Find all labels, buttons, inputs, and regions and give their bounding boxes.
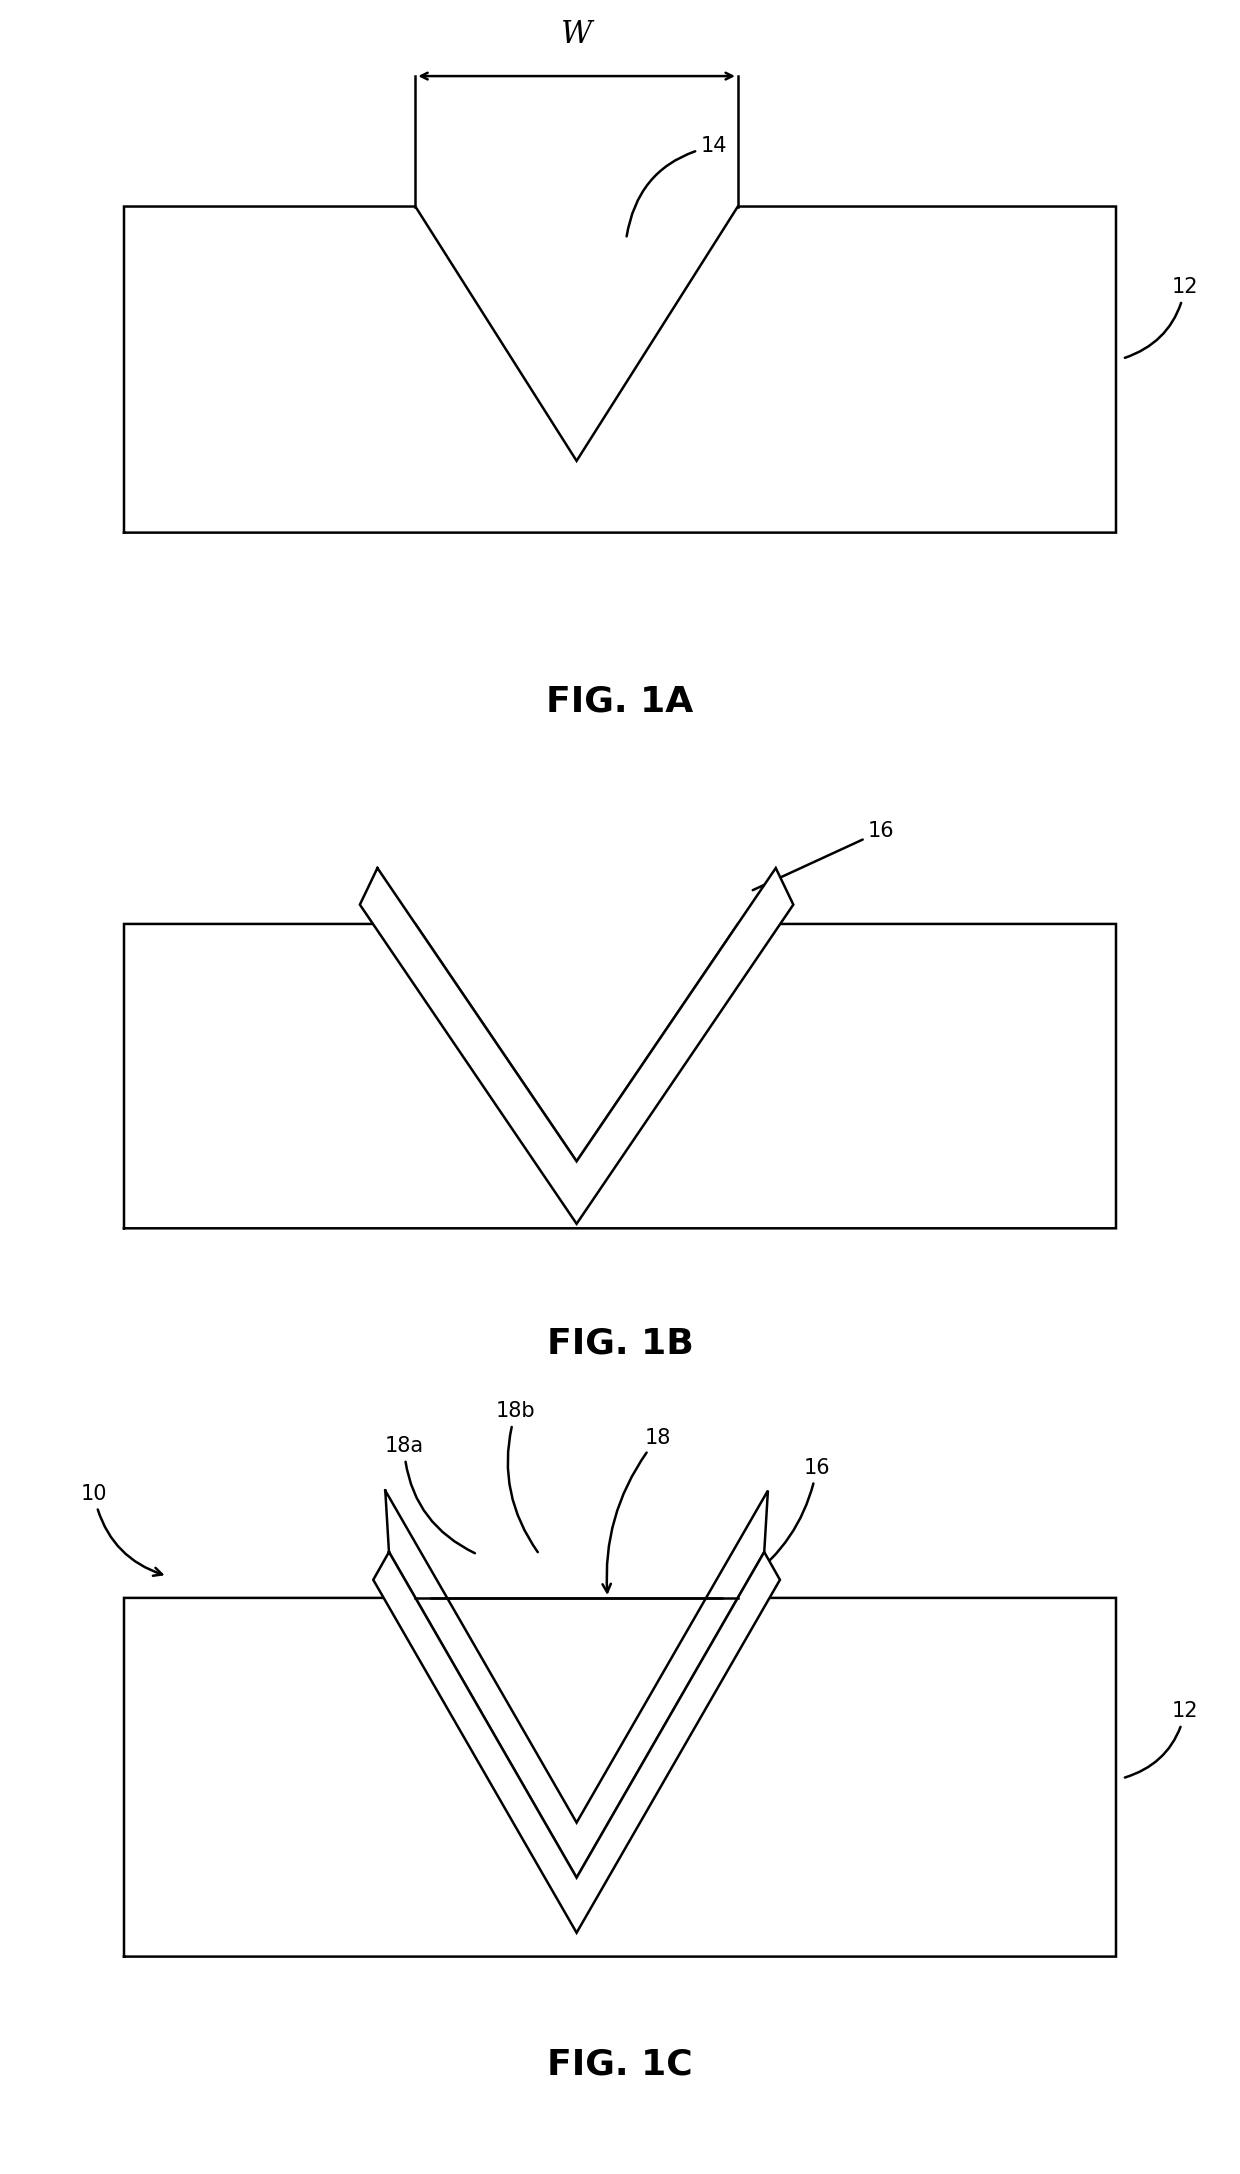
Text: 12: 12 [1125, 1702, 1198, 1778]
Polygon shape [124, 207, 1116, 533]
Text: 18: 18 [603, 1428, 671, 1591]
Polygon shape [124, 924, 1116, 1228]
Text: 16: 16 [749, 1459, 830, 1578]
Text: 18b: 18b [496, 1402, 538, 1552]
Text: FIG. 1A: FIG. 1A [547, 685, 693, 720]
Text: 18a: 18a [384, 1437, 475, 1552]
Text: FIG. 1C: FIG. 1C [547, 2048, 693, 2083]
Polygon shape [360, 867, 794, 1224]
Polygon shape [124, 1598, 1116, 1957]
Text: W: W [560, 20, 593, 50]
Text: FIG. 1B: FIG. 1B [547, 1326, 693, 1361]
Text: 12: 12 [1125, 278, 1198, 359]
Text: 16: 16 [753, 822, 894, 889]
Text: 14: 14 [626, 137, 727, 237]
Polygon shape [373, 1552, 780, 1933]
Text: 10: 10 [81, 1485, 162, 1576]
Polygon shape [386, 1491, 768, 1878]
